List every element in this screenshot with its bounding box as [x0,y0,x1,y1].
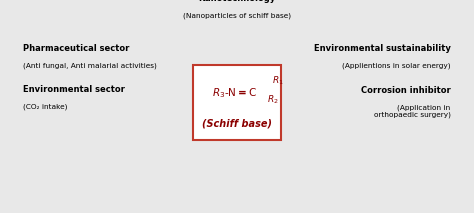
Text: (CO₂ intake): (CO₂ intake) [23,103,68,110]
Text: (Schiff base): (Schiff base) [202,118,272,128]
Text: Environmental sector: Environmental sector [23,85,125,94]
Text: (Anti fungal, Anti malarial activities): (Anti fungal, Anti malarial activities) [23,63,157,69]
Text: Nanotechnology: Nanotechnology [199,0,275,3]
Text: (Nanoparticles of schiff base): (Nanoparticles of schiff base) [183,13,291,19]
Text: Pharmaceutical sector: Pharmaceutical sector [23,44,130,53]
Bar [193,65,281,140]
Text: Environmental sustainability: Environmental sustainability [314,44,451,53]
Text: Corrosion inhibitor: Corrosion inhibitor [361,86,451,95]
Text: (Applientions in solar energy): (Applientions in solar energy) [342,63,451,69]
Text: $R_1$: $R_1$ [272,74,283,87]
Text: $R_2$: $R_2$ [267,94,279,106]
Text: (Application in
orthopaedic surgery): (Application in orthopaedic surgery) [374,104,451,118]
Text: $R_3$-N$\mathbf{=}$C: $R_3$-N$\mathbf{=}$C [212,86,257,100]
